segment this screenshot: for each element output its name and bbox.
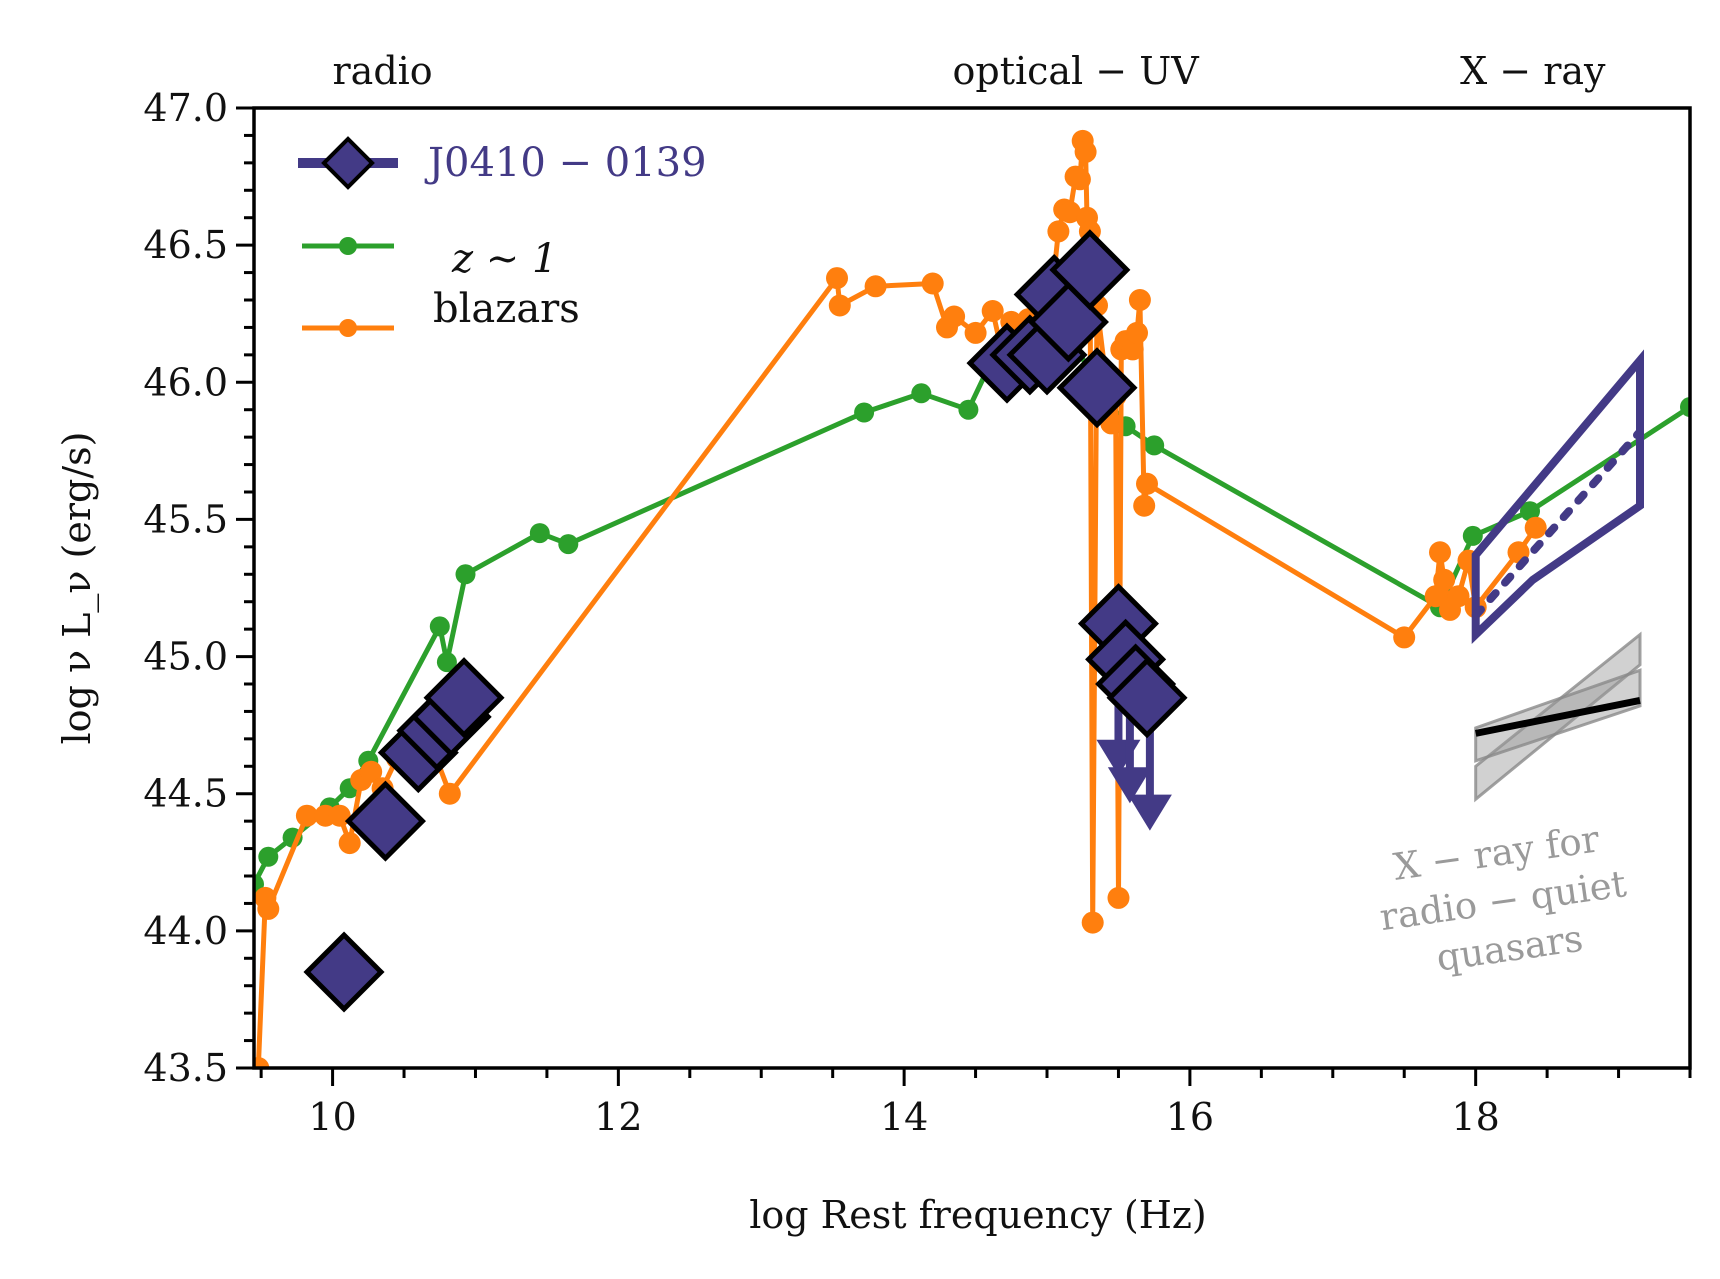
z1-point [854, 402, 875, 423]
band-labels: radio optical − UV X − ray [333, 49, 1607, 93]
plot-frame [252, 106, 1692, 1070]
blazar-point [1128, 289, 1151, 311]
legend-blazar-marker [339, 319, 357, 337]
j0410-point [1049, 229, 1131, 311]
blazar-point [360, 760, 383, 783]
blazar-point [943, 305, 966, 328]
z1-point [436, 652, 457, 673]
z1-point [455, 564, 476, 585]
bowtie-best-fit [1471, 427, 1644, 620]
blazar-point [1393, 626, 1416, 649]
blazar-point [1058, 201, 1081, 224]
band-label-2: X − ray [1460, 49, 1606, 93]
upper-limit-head-1 [1107, 767, 1152, 804]
blazar-point [1447, 585, 1470, 608]
legend-z1-label: z ∼ 1 [451, 236, 557, 282]
z1-point [911, 383, 932, 404]
y-tick-label-45: 45.0 [143, 635, 228, 679]
x-axis-ticks: 10 12 14 16 18 [259, 1068, 1692, 1139]
y-tick-label-46: 46.0 [143, 360, 228, 404]
blazar-point [964, 321, 987, 344]
blazar-point [1433, 568, 1456, 591]
legend-blazar-label: blazars [433, 286, 580, 332]
plot-area [254, 129, 1690, 1068]
blazar-point [1107, 886, 1130, 909]
z1-point [529, 523, 550, 544]
band-label-1: optical − UV [952, 49, 1199, 93]
x-tick-label-12: 12 [594, 1095, 642, 1139]
z1-point [958, 399, 979, 420]
blazar-point [1121, 338, 1144, 361]
blazar-point [1424, 585, 1447, 608]
y-tick-label-44: 44.0 [143, 909, 228, 953]
x-tick-label-16: 16 [1166, 1095, 1214, 1139]
upper-limit-head-2 [1127, 794, 1172, 831]
legend-j0410-label: J0410 − 0139 [424, 140, 707, 186]
blazar-point [1068, 168, 1091, 191]
j0410-point [303, 931, 385, 1013]
y-tick-label-45.5: 45.5 [143, 497, 228, 541]
blazar-point [1429, 541, 1451, 564]
y-axis-ticks: 43.5 44.0 44.5 45.0 45.5 46.0 46.5 47.0 [143, 86, 254, 1090]
series-blazars [254, 129, 1547, 1068]
blazar-point [1074, 140, 1097, 163]
y-axis-title: log ν L_ν (erg/s) [55, 432, 100, 745]
qso-band-center-line [1474, 697, 1641, 737]
blazar-point [826, 267, 848, 290]
y-tick-label-43.5: 43.5 [143, 1046, 228, 1090]
x-tick-label-18: 18 [1451, 1095, 1499, 1139]
legend: J0410 − 0139 z ∼ 1 blazars [298, 136, 707, 337]
radio-quiet-xray-band [1474, 631, 1642, 803]
x-tick-label-10: 10 [308, 1095, 356, 1139]
z1-point [1462, 525, 1483, 546]
blazar-point [1136, 472, 1158, 495]
blazar-point [1126, 321, 1148, 344]
blazar-point [981, 300, 1004, 322]
z1-point [1520, 501, 1540, 522]
y-tick-label-46.5: 46.5 [143, 223, 228, 267]
legend-z1-marker [339, 237, 357, 255]
blazar-point [295, 804, 318, 827]
y-tick-label-44.5: 44.5 [143, 772, 228, 816]
blazar-point [1081, 911, 1104, 934]
blazar-point [864, 275, 887, 298]
j0410-point [1106, 657, 1188, 739]
radio-quiet-band-label: X − ray for radio − quiet quasars [1377, 817, 1629, 979]
z1-point [558, 534, 579, 555]
blazar-point [338, 832, 361, 855]
blazar-line [255, 138, 1538, 1068]
legend-j0410-marker [321, 136, 375, 190]
blazar-point [257, 897, 280, 920]
z1-point [258, 846, 279, 867]
j0410-point [423, 657, 505, 739]
z1-point [1144, 435, 1165, 456]
blazar-point [1524, 516, 1547, 539]
j0410-point [344, 780, 426, 862]
z1-point [1680, 397, 1690, 417]
series-j0410 [303, 229, 1188, 1013]
bowtie-outline [1471, 349, 1644, 644]
x-tick-label-14: 14 [880, 1095, 928, 1139]
x-axis-title: log Rest frequency (Hz) [749, 1193, 1207, 1237]
blazar-point [1047, 220, 1070, 243]
z1-point [429, 616, 450, 637]
y-tick-label-47: 47.0 [143, 86, 228, 130]
blazar-point [921, 272, 944, 295]
band-label-0: radio [333, 49, 433, 93]
blazar-point [1133, 494, 1156, 517]
xray-bowtie [1471, 349, 1644, 644]
j0410-point [1056, 347, 1138, 429]
blazar-point [828, 294, 851, 317]
blazar-point [438, 782, 461, 805]
blazar-point [254, 1057, 270, 1068]
